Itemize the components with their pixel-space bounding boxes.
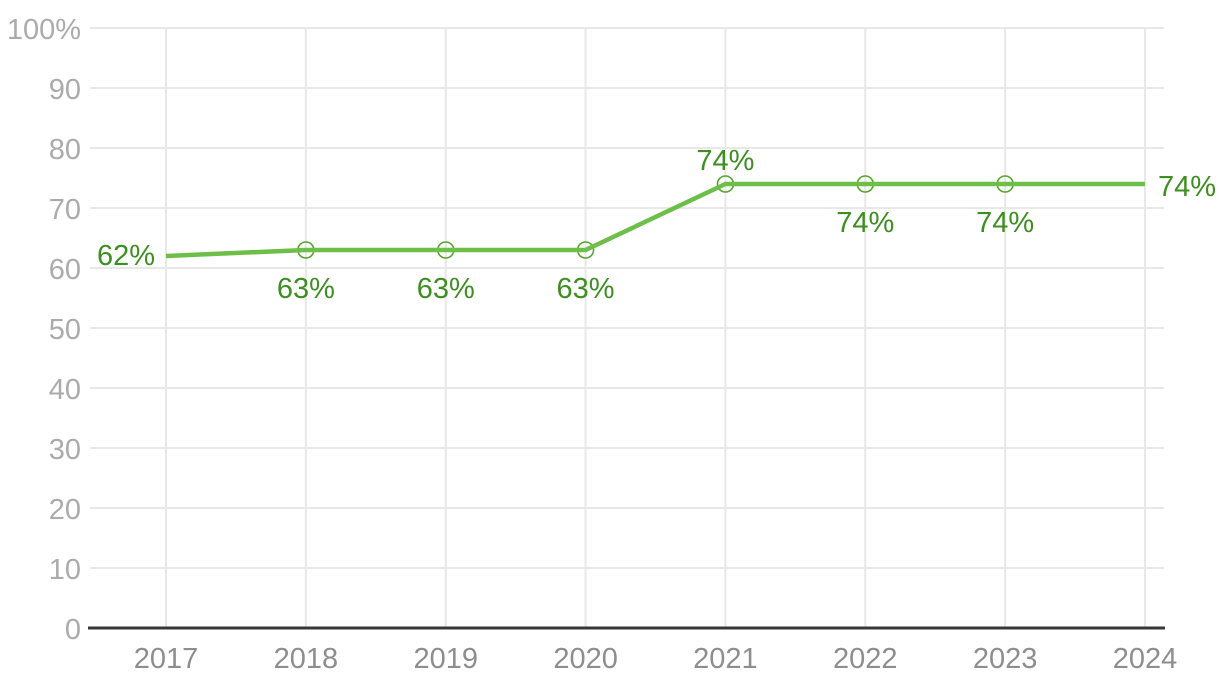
y-tick-label: 80 — [49, 134, 81, 166]
y-tick-label: 0 — [65, 614, 81, 646]
y-tick-label: 30 — [49, 434, 81, 466]
x-tick-label: 2023 — [973, 643, 1038, 675]
series-line — [165, 181, 1145, 259]
x-tick-label: 2022 — [833, 643, 898, 675]
x-tick-label: 2021 — [693, 643, 758, 675]
x-tick-label: 2018 — [274, 643, 339, 675]
data-point-label: 74% — [976, 207, 1034, 239]
data-point-label: 63% — [557, 273, 615, 305]
data-point-label: 62% — [97, 240, 155, 272]
x-tick-label: 2020 — [553, 643, 618, 675]
y-tick-label: 70 — [49, 194, 81, 226]
data-point-label: 74% — [836, 207, 894, 239]
y-tick-label: 100% — [7, 14, 81, 46]
x-tick-label: 2019 — [413, 643, 478, 675]
y-tick-label: 10 — [49, 554, 81, 586]
data-point-label: 63% — [417, 273, 475, 305]
y-tick-label: 60 — [49, 254, 81, 286]
data-point-label: 74% — [696, 145, 754, 177]
x-tick-label: 2024 — [1113, 643, 1178, 675]
data-point-label: 63% — [277, 273, 335, 305]
y-tick-label: 90 — [49, 74, 81, 106]
x-tick-label: 2017 — [134, 643, 199, 675]
y-tick-label: 50 — [49, 314, 81, 346]
y-tick-label: 20 — [49, 494, 81, 526]
y-tick-label: 40 — [49, 374, 81, 406]
data-point-label: 74% — [1158, 171, 1216, 203]
